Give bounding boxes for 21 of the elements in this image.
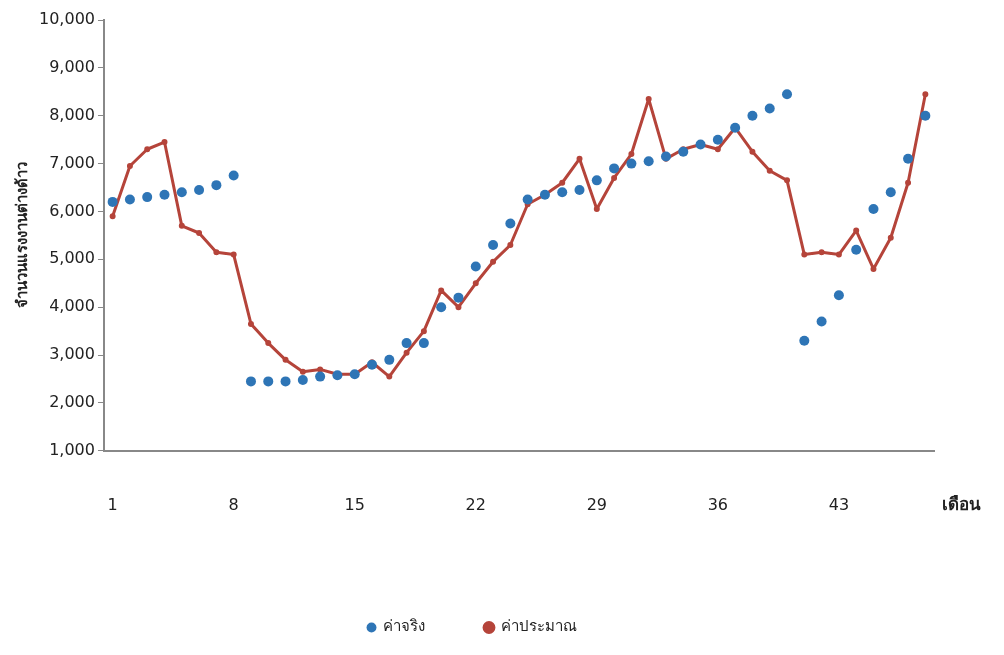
y-tick-label: 8,000 — [49, 104, 95, 124]
x-tick-label: 43 — [828, 494, 850, 514]
x-tick-label: 8 — [228, 494, 239, 514]
y-tick-label: 5,000 — [49, 248, 95, 268]
x-tick-label: 15 — [344, 494, 365, 514]
x-tick-label: 1 — [107, 494, 118, 514]
y-tick-label: 6,000 — [49, 200, 95, 220]
legend-label: ค่าจริง — [383, 617, 425, 636]
y-tick-label: 9,000 — [49, 57, 95, 77]
y-tick-label: 1,000 — [49, 439, 95, 459]
y-tick-label: 3,000 — [49, 344, 95, 364]
x-tick-label: 29 — [586, 494, 607, 514]
y-axis-title: จำนวนแรงงานต่างด้าว — [12, 162, 31, 309]
y-tick-label: 10,000 — [39, 9, 95, 29]
y-tick-label: 2,000 — [49, 392, 95, 412]
x-axis-title: เดือน — [942, 494, 981, 515]
x-tick-label: 36 — [707, 494, 729, 514]
x-tick-label: 22 — [465, 494, 486, 514]
legend-label: ค่าประมาณ — [500, 617, 577, 636]
y-tick-label: 4,000 — [49, 296, 95, 316]
y-tick-label: 7,000 — [49, 152, 95, 172]
